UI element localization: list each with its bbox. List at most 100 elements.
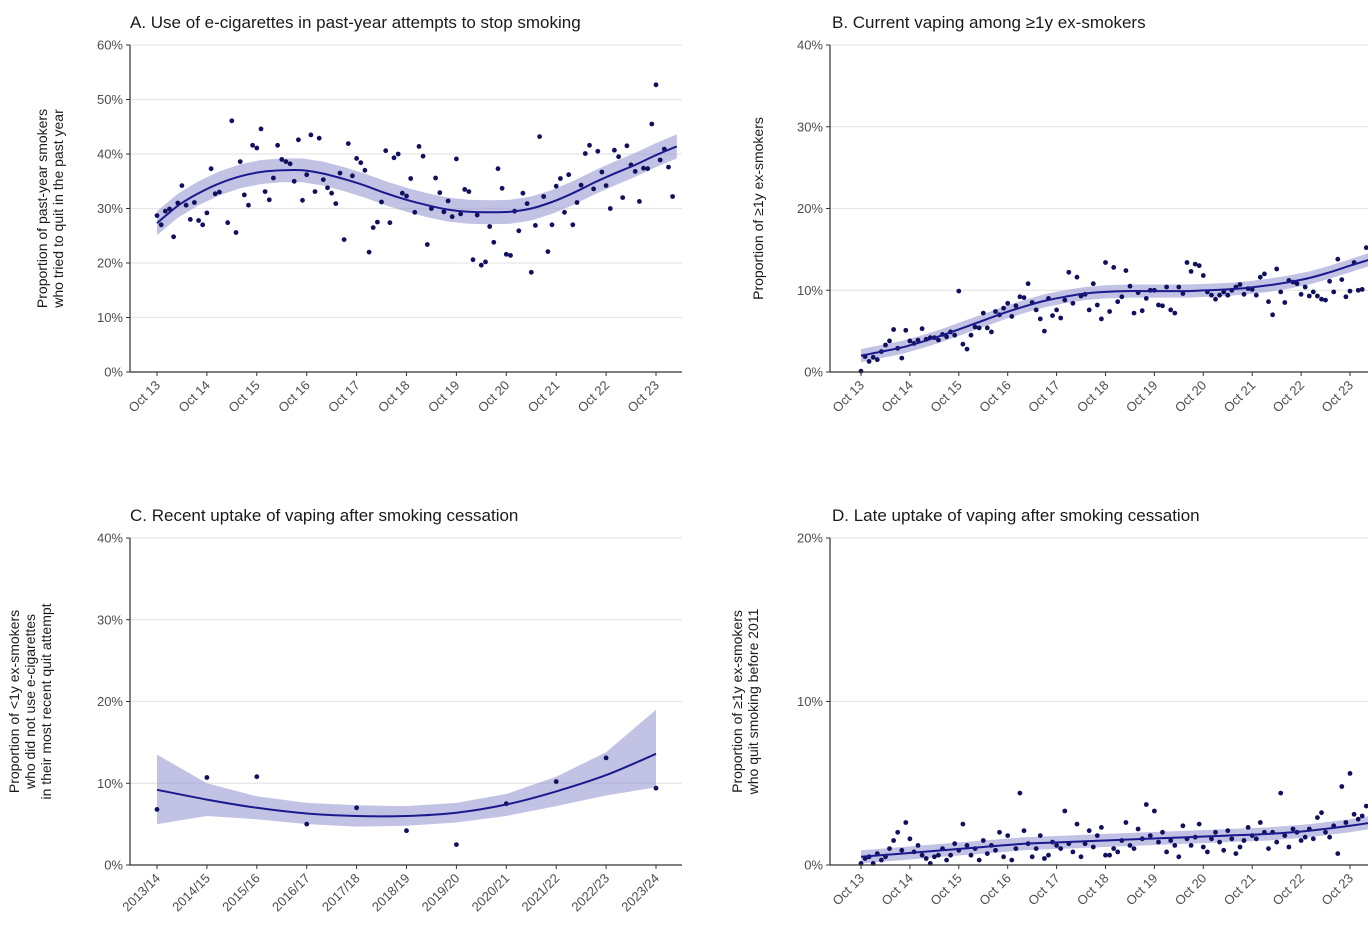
data-point-a-28 — [275, 142, 280, 148]
data-point-d-75 — [1164, 849, 1169, 855]
data-point-a-42 — [333, 201, 339, 207]
x-tick-label-b-5: Oct 18 — [1074, 378, 1112, 416]
data-point-a-122 — [666, 164, 671, 170]
data-point-d-103 — [1278, 790, 1284, 796]
data-point-d-29 — [976, 857, 982, 863]
data-point-d-53 — [1074, 821, 1080, 827]
data-point-a-44 — [341, 237, 347, 243]
data-point-a-25 — [262, 189, 268, 195]
data-point-d-52 — [1070, 849, 1076, 855]
data-point-a-8 — [187, 217, 193, 222]
y-tick-label-b-3: 30% — [797, 119, 823, 134]
data-point-d-50 — [1062, 808, 1068, 814]
data-point-d-5 — [879, 857, 884, 863]
x-tick-label-d-1: Oct 14 — [878, 871, 916, 909]
x-tick-label-a-7: Oct 20 — [475, 378, 513, 416]
data-point-a-46 — [350, 173, 355, 179]
data-point-a-118 — [649, 121, 655, 127]
data-point-d-95 — [1245, 825, 1251, 830]
data-point-a-51 — [370, 225, 376, 231]
data-point-a-14 — [212, 191, 218, 197]
panel-a: 0% 10% 20% 30% 40% 50% 60% Oct 13 Oct 14 Oct 15 Oc… — [34, 13, 682, 415]
x-tick-label-a-3: Oct 16 — [275, 378, 313, 416]
data-point-d-77 — [1172, 843, 1178, 848]
data-point-d-71 — [1147, 833, 1153, 838]
data-point-d-46 — [1046, 852, 1051, 858]
data-point-b-28 — [972, 324, 978, 330]
panel-title-c: C. Recent uptake of vaping after smoking… — [130, 506, 518, 525]
data-point-a-57 — [395, 151, 401, 157]
data-point-b-12 — [907, 338, 913, 344]
x-tick-label-d-10: Oct 23 — [1318, 871, 1356, 909]
data-point-d-100 — [1266, 846, 1271, 851]
data-point-d-104 — [1282, 833, 1288, 838]
data-point-a-95 — [553, 183, 559, 189]
x-tick-label-a-8: Oct 21 — [525, 378, 563, 416]
x-tick-label-c-3: 2016/17 — [269, 871, 313, 915]
data-point-d-114 — [1323, 829, 1328, 835]
data-point-a-11 — [200, 222, 206, 228]
data-point-a-45 — [345, 141, 351, 147]
data-point-a-13 — [208, 166, 214, 172]
data-point-b-102 — [1274, 266, 1280, 272]
data-point-c-10 — [653, 785, 659, 791]
x-tick-label-c-1: 2014/15 — [169, 871, 213, 915]
data-point-d-9 — [895, 829, 901, 835]
data-point-d-62 — [1111, 846, 1117, 851]
data-point-b-3 — [870, 354, 876, 360]
data-point-b-29 — [976, 325, 982, 331]
data-point-b-59 — [1099, 316, 1104, 322]
data-point-b-87 — [1213, 296, 1218, 302]
data-point-d-113 — [1319, 810, 1324, 816]
data-point-c-4 — [354, 805, 359, 811]
confidence-band-c — [157, 709, 656, 827]
data-point-b-19 — [936, 337, 941, 343]
data-point-b-66 — [1127, 283, 1133, 289]
data-point-b-100 — [1266, 299, 1271, 305]
data-point-d-26 — [964, 843, 970, 848]
data-point-a-30 — [283, 159, 289, 165]
x-tick-label-d-2: Oct 15 — [927, 871, 965, 909]
data-point-a-73 — [462, 187, 468, 192]
data-point-a-108 — [607, 206, 613, 211]
data-point-d-40 — [1021, 828, 1027, 834]
x-tick-label-d-3: Oct 16 — [976, 871, 1014, 909]
data-point-a-23 — [254, 145, 260, 151]
y-axis-label-a-0: Proportion of past-year smokers — [34, 109, 50, 308]
data-point-d-79 — [1180, 823, 1186, 829]
data-point-b-117 — [1335, 256, 1341, 262]
data-point-d-59 — [1099, 825, 1104, 830]
y-tick-label-c-0: 0% — [104, 858, 123, 873]
data-point-b-113 — [1319, 296, 1324, 302]
data-point-a-26 — [266, 197, 272, 203]
data-point-a-88 — [524, 201, 530, 207]
data-point-b-4 — [874, 357, 880, 363]
y-tick-label-d-2: 20% — [797, 531, 823, 546]
data-point-b-44 — [1037, 316, 1043, 322]
data-point-c-5 — [404, 828, 409, 834]
data-point-d-31 — [984, 851, 990, 856]
y-tick-label-d-0: 0% — [804, 858, 823, 873]
data-point-a-48 — [358, 160, 364, 166]
data-point-a-62 — [416, 144, 422, 149]
data-point-a-75 — [470, 257, 476, 263]
data-point-a-7 — [183, 202, 189, 208]
x-tick-label-d-7: Oct 20 — [1172, 871, 1210, 909]
data-point-b-78 — [1176, 284, 1182, 290]
data-point-d-108 — [1298, 838, 1304, 843]
data-point-a-81 — [495, 166, 501, 172]
data-point-b-118 — [1339, 277, 1345, 282]
data-point-b-24 — [956, 288, 962, 294]
data-point-b-32 — [989, 329, 994, 335]
data-point-a-109 — [612, 147, 617, 153]
data-point-a-37 — [312, 189, 318, 195]
data-point-b-108 — [1298, 291, 1304, 297]
data-point-b-39 — [1017, 294, 1023, 300]
x-tick-label-b-6: Oct 19 — [1123, 378, 1161, 416]
data-point-b-75 — [1164, 284, 1169, 290]
data-point-d-88 — [1217, 839, 1222, 845]
data-point-a-29 — [279, 157, 285, 162]
data-point-b-90 — [1225, 292, 1231, 298]
